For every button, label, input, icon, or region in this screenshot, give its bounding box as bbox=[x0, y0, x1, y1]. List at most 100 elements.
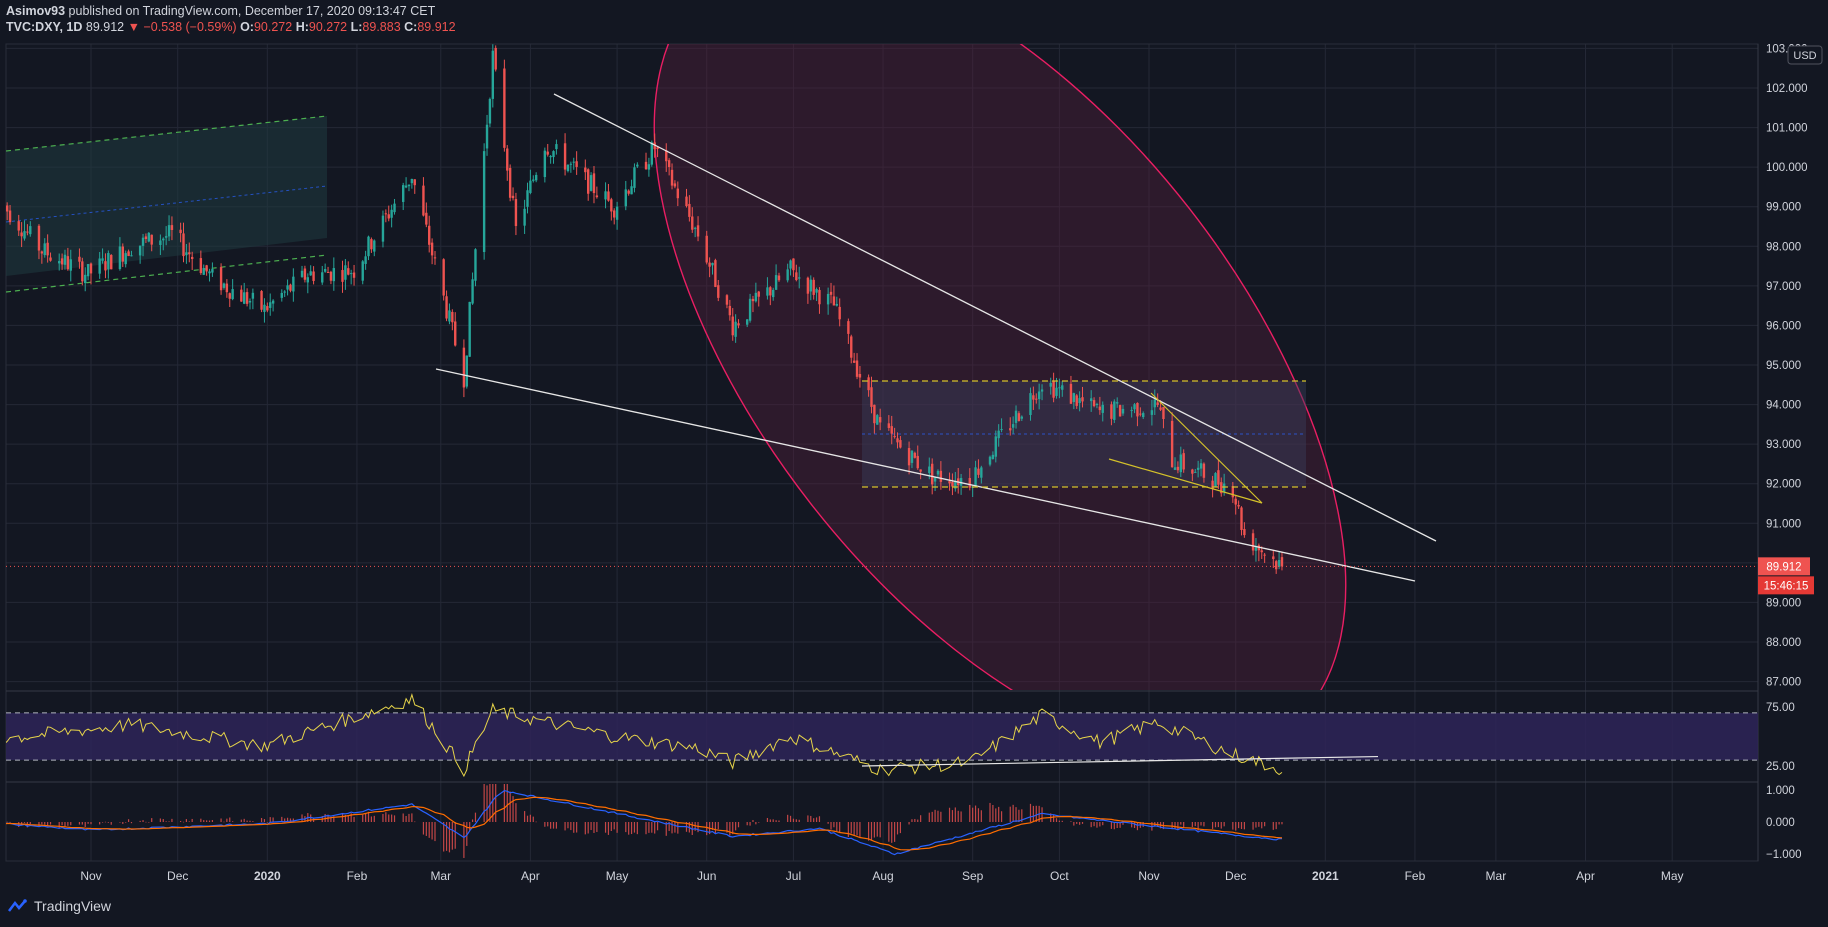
candle-body bbox=[1211, 480, 1214, 489]
symbol-label[interactable]: TVC:DXY, 1D bbox=[6, 20, 83, 34]
macd-histogram-bar bbox=[524, 811, 526, 822]
candle-body bbox=[1260, 550, 1263, 553]
macd-histogram-bar bbox=[1076, 822, 1078, 824]
macd-histogram-bar bbox=[972, 807, 974, 822]
macd-histogram-bar bbox=[506, 784, 508, 822]
macd-histogram-bar bbox=[995, 808, 997, 822]
candle-body bbox=[1176, 466, 1180, 471]
candle bbox=[448, 303, 451, 325]
signal-line bbox=[6, 796, 1283, 851]
macd-histogram-bar bbox=[951, 810, 954, 822]
candle-body bbox=[754, 292, 758, 302]
low-label: L: bbox=[350, 20, 363, 34]
candle bbox=[1049, 377, 1052, 395]
candle-body bbox=[656, 147, 659, 149]
candles bbox=[6, 44, 1284, 574]
candle-body bbox=[745, 319, 749, 325]
candle-body bbox=[107, 253, 110, 270]
macd-histogram-bar bbox=[735, 822, 737, 831]
macd-histogram-bar bbox=[512, 796, 514, 822]
candle bbox=[1072, 392, 1076, 410]
price-axis[interactable]: 103.000102.000101.000100.00099.00098.000… bbox=[1766, 43, 1823, 861]
candle-body bbox=[997, 430, 1000, 439]
price-tick-label: 95.000 bbox=[1766, 360, 1801, 372]
candle bbox=[170, 216, 174, 241]
macd-histogram-bar bbox=[125, 822, 127, 823]
macd-histogram-bar bbox=[830, 822, 832, 830]
time-tick-label: Jun bbox=[697, 869, 716, 883]
rsi-panel[interactable] bbox=[1, 692, 1758, 778]
candle-body bbox=[1231, 486, 1235, 498]
time-tick-label: Jul bbox=[786, 869, 801, 883]
candle bbox=[98, 251, 101, 279]
macd-histogram-bar bbox=[815, 817, 818, 822]
candle bbox=[474, 248, 477, 287]
tradingview-logo[interactable]: TradingView bbox=[8, 898, 111, 914]
candle bbox=[806, 276, 810, 304]
candle bbox=[162, 237, 165, 251]
candle bbox=[1089, 390, 1093, 412]
candle bbox=[1214, 472, 1217, 487]
macd-histogram-bar bbox=[232, 821, 234, 822]
macd-histogram-bar bbox=[1009, 806, 1011, 822]
candle-body bbox=[1133, 404, 1136, 410]
macd-histogram-bar bbox=[84, 822, 86, 828]
candle bbox=[263, 298, 266, 323]
candle bbox=[705, 230, 708, 265]
candle bbox=[852, 352, 856, 364]
candle bbox=[532, 175, 535, 183]
candle-body bbox=[1032, 395, 1035, 400]
candle-body bbox=[1116, 402, 1119, 404]
candle-body bbox=[159, 240, 162, 245]
candle bbox=[40, 250, 44, 264]
macd-histogram-bar bbox=[489, 784, 491, 822]
macd-histogram-bar bbox=[633, 822, 636, 833]
macd-histogram-bar bbox=[896, 822, 899, 835]
macd-histogram-bar bbox=[607, 822, 610, 835]
time-axis[interactable]: Nov Dec 2020 Feb Mar Apr May Jun Jul Aug Sep Oct Nov… bbox=[80, 869, 1683, 883]
macd-histogram-bar bbox=[677, 822, 679, 834]
macd-histogram-bar bbox=[431, 822, 433, 840]
candle bbox=[939, 461, 943, 490]
candle-body bbox=[1272, 556, 1275, 560]
candle-body bbox=[936, 470, 940, 475]
macd-histogram-bar bbox=[798, 819, 800, 822]
candle-body bbox=[245, 292, 249, 304]
price-panel[interactable] bbox=[0, 0, 1758, 874]
candle-body bbox=[1069, 383, 1073, 404]
candle-body bbox=[1162, 407, 1165, 420]
candle bbox=[757, 290, 760, 307]
macd-histogram-bar bbox=[414, 821, 416, 823]
candle-body bbox=[205, 265, 208, 272]
candle-body bbox=[454, 321, 457, 346]
candle-body bbox=[40, 251, 44, 254]
candle-body bbox=[344, 265, 347, 280]
macd-histogram-bar bbox=[6, 821, 8, 823]
macd-histogram-bar bbox=[570, 822, 572, 831]
candle-body bbox=[1234, 498, 1237, 505]
candle bbox=[751, 295, 755, 313]
candle bbox=[1220, 477, 1223, 497]
author-name[interactable]: Asimov93 bbox=[6, 4, 66, 18]
candle bbox=[688, 195, 691, 222]
macd-histogram-bar bbox=[130, 822, 133, 824]
time-tick-label: Mar bbox=[430, 869, 451, 883]
macd-histogram-bar bbox=[408, 813, 410, 822]
candle-body bbox=[670, 169, 674, 186]
macd-histogram-bar bbox=[810, 815, 812, 822]
candle bbox=[326, 266, 330, 273]
candle-body bbox=[1254, 547, 1258, 551]
macd-histogram-bar bbox=[775, 820, 777, 822]
candle bbox=[349, 269, 353, 285]
candle bbox=[1231, 481, 1235, 503]
candle-body bbox=[1214, 473, 1217, 487]
price-tick-label: 99.000 bbox=[1766, 202, 1801, 214]
macd-histogram-bar bbox=[1081, 822, 1084, 824]
candle bbox=[1240, 506, 1243, 536]
candle-body bbox=[361, 261, 364, 281]
macd-panel[interactable] bbox=[1, 770, 1283, 858]
candle bbox=[549, 154, 552, 164]
candle bbox=[1058, 378, 1061, 399]
candle bbox=[673, 180, 677, 189]
